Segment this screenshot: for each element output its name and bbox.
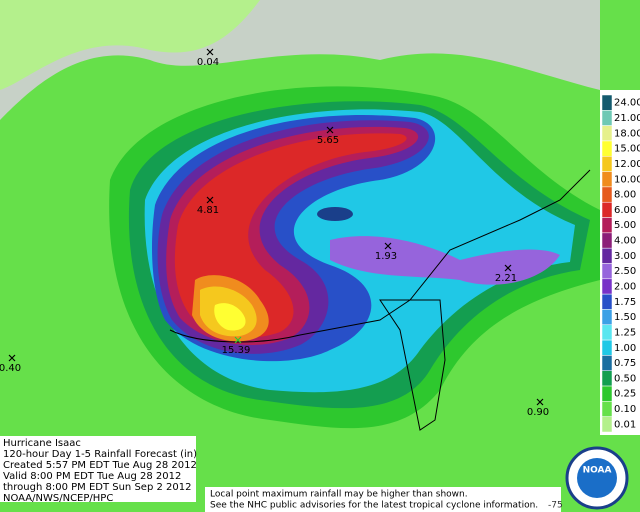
legend-swatch [601, 125, 613, 142]
legend-label: 8.00 [614, 190, 636, 201]
legend-swatch [601, 140, 613, 157]
legend-swatch [601, 171, 613, 188]
legend-label: 6.00 [614, 205, 636, 216]
legend-swatch [601, 370, 613, 387]
legend-swatch [601, 309, 613, 326]
legend-label: 24.00 [614, 98, 640, 109]
legend-swatch [601, 339, 613, 356]
legend-label: 2.00 [614, 281, 636, 292]
legend-label: 2.50 [614, 266, 636, 277]
title-line: Hurricane Isaac [3, 438, 81, 449]
point-label: 4.81 [197, 205, 219, 216]
title-line: 120-hour Day 1-5 Rainfall Forecast (in) [3, 449, 197, 460]
legend-label: 3.00 [614, 251, 636, 262]
point-label: 1.93 [375, 251, 397, 262]
point-label: 15.39 [222, 345, 251, 356]
rain-band [214, 303, 246, 331]
legend-swatch [601, 416, 613, 433]
legend-swatch [601, 217, 613, 234]
point-label: 2.21 [495, 273, 517, 284]
point-marker [384, 242, 392, 250]
rain-band [330, 236, 560, 285]
legend-swatch [601, 355, 613, 371]
title-line: Valid 8:00 PM EDT Tue Aug 28 2012 [3, 471, 181, 482]
point-marker [206, 196, 214, 204]
point-label: 0.90 [527, 407, 549, 418]
logo-text: NOAA [583, 466, 612, 476]
legend-label: 0.01 [614, 419, 636, 430]
point-marker [234, 336, 242, 344]
legend-label: 10.00 [614, 174, 640, 185]
rain-band [317, 207, 353, 221]
legend-swatch [601, 94, 613, 111]
title-line: NOAA/NWS/NCEP/HPC [3, 493, 113, 504]
title-box [0, 436, 196, 502]
legend-label: 1.00 [614, 343, 636, 354]
legend-swatch [601, 201, 613, 218]
legend-label: 1.25 [614, 327, 636, 338]
title-line: Created 5:57 PM EDT Tue Aug 28 2012 [3, 460, 197, 471]
legend-label: 4.00 [614, 236, 636, 247]
point-label: 0.40 [0, 363, 21, 374]
legend-swatch [601, 293, 613, 310]
legend-swatch [601, 247, 613, 264]
point-label: 0.04 [197, 57, 219, 68]
coastline [169, 169, 591, 343]
legend-swatch [601, 263, 613, 280]
point-marker [8, 354, 16, 362]
note-line: See the NHC public advisories for the la… [210, 501, 538, 511]
logo-inner [577, 458, 617, 498]
legend-label: 5.00 [614, 220, 636, 231]
legend-swatch [601, 110, 613, 126]
point-marker [504, 264, 512, 272]
legend-label: 0.50 [614, 373, 636, 384]
legend-label: 0.75 [614, 358, 636, 369]
legend-label: 18.00 [614, 128, 640, 139]
legend-swatch [601, 401, 613, 417]
legend-label: 21.00 [614, 113, 640, 124]
legend-swatch [601, 232, 613, 249]
legend-label: 15.00 [614, 144, 640, 155]
legend-swatch [601, 385, 613, 402]
legend-label: 0.25 [614, 389, 636, 400]
coastline [379, 299, 446, 431]
note-box [205, 487, 561, 512]
legend-label: 1.50 [614, 312, 636, 323]
legend-swatch [601, 324, 613, 341]
point-label: 5.65 [317, 135, 339, 146]
legend-swatch [601, 186, 613, 203]
legend-swatch [601, 278, 613, 295]
point-marker [326, 126, 334, 134]
light-rain-area [0, 0, 260, 90]
title-line: through 8:00 PM EDT Sun Sep 2 2012 [3, 482, 191, 493]
coord-label: -75 [548, 501, 563, 511]
point-marker [206, 48, 214, 56]
legend-label: 12.00 [614, 159, 640, 170]
legend-swatch [601, 156, 613, 172]
legend-label: 0.10 [614, 404, 636, 415]
point-marker [536, 398, 544, 406]
note-line: Local point maximum rainfall may be high… [210, 490, 468, 500]
legend-label: 1.75 [614, 297, 636, 308]
